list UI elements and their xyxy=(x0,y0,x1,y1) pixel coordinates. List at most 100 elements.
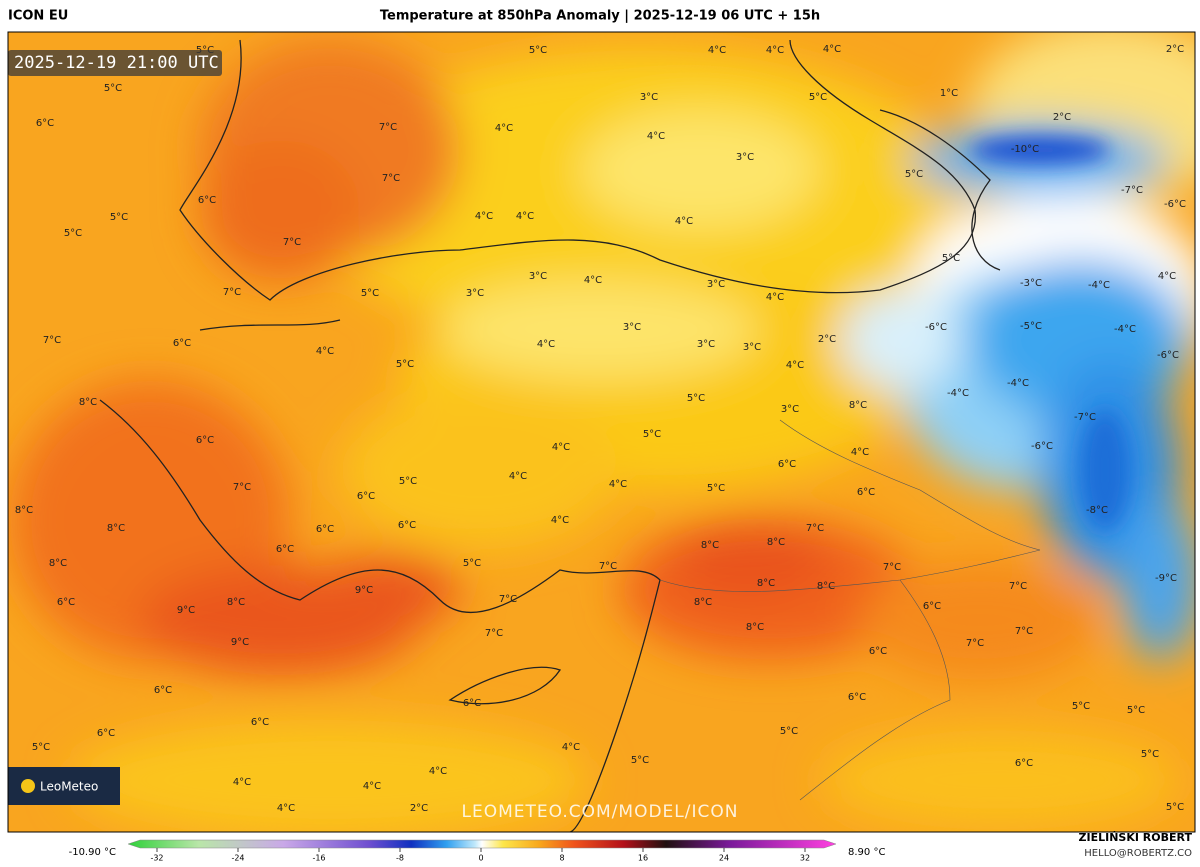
colorbar-tick-label: -32 xyxy=(150,854,163,863)
coastlines xyxy=(99,39,1001,832)
temperature-label: 7°C xyxy=(223,287,241,298)
temperature-label: 9°C xyxy=(355,585,373,596)
temperature-label: 3°C xyxy=(707,279,725,290)
temperature-label: 4°C xyxy=(823,44,841,55)
model-name: ICON EU xyxy=(8,9,68,24)
colorbar-ticks: -32 -24 -16 -8 0 8 16 24 32 xyxy=(150,848,810,863)
temperature-label: -6°C xyxy=(1164,199,1186,210)
colorbar-tick-label: 8 xyxy=(559,854,564,863)
temperature-label: 6°C xyxy=(869,646,887,657)
temperature-label: 5°C xyxy=(399,476,417,487)
colorbar-min: -10.90 °C xyxy=(69,847,116,858)
temperature-label: -4°C xyxy=(1114,324,1136,335)
temperature-label: 3°C xyxy=(529,271,547,282)
watermark: LEOMETEO.COM/MODEL/ICON xyxy=(462,802,739,822)
temperature-label: 4°C xyxy=(277,803,295,814)
temperature-label: 6°C xyxy=(97,728,115,739)
logo: LeoMeteo xyxy=(40,780,98,794)
temperature-label: 4°C xyxy=(551,515,569,526)
temperature-label: 5°C xyxy=(463,558,481,569)
temperature-label: 2°C xyxy=(1166,44,1184,55)
temperature-label: 3°C xyxy=(736,152,754,163)
temperature-label: 8°C xyxy=(49,558,67,569)
temperature-label: 4°C xyxy=(509,471,527,482)
temperature-label: 7°C xyxy=(599,561,617,572)
temperature-label: 8°C xyxy=(817,581,835,592)
temperature-label: 5°C xyxy=(1166,802,1184,813)
temperature-label: 5°C xyxy=(361,288,379,299)
temperature-label: 5°C xyxy=(396,359,414,370)
temperature-label: -7°C xyxy=(1121,185,1143,196)
temperature-label: 8°C xyxy=(79,397,97,408)
temperature-label: 8°C xyxy=(701,540,719,551)
temperature-label: 4°C xyxy=(429,766,447,777)
temperature-label: 7°C xyxy=(1009,581,1027,592)
borders xyxy=(659,419,1041,801)
temperature-label: 4°C xyxy=(1158,271,1176,282)
temperature-label: 8°C xyxy=(694,597,712,608)
map-title: Temperature at 850hPa Anomaly | 2025-12-… xyxy=(380,9,820,24)
temperature-label: 7°C xyxy=(233,482,251,493)
temperature-label: 8°C xyxy=(15,505,33,516)
credit-email: HELLO@ROBERTZ.CO xyxy=(1084,848,1192,859)
temperature-label: 4°C xyxy=(584,275,602,286)
map-frame xyxy=(7,31,1196,833)
temperature-label: 5°C xyxy=(1072,701,1090,712)
temperature-label: -8°C xyxy=(1086,505,1108,516)
temperature-label: 7°C xyxy=(283,237,301,248)
temperature-label: 1°C xyxy=(940,88,958,99)
temperature-label: 3°C xyxy=(623,322,641,333)
temperature-label: 3°C xyxy=(466,288,484,299)
temperature-label: -4°C xyxy=(1088,280,1110,291)
temperature-label: 7°C xyxy=(499,594,517,605)
timestamp-box xyxy=(8,50,222,76)
temperature-label: 6°C xyxy=(251,717,269,728)
temperature-label: -5°C xyxy=(1020,321,1042,332)
temperature-label: 5°C xyxy=(687,393,705,404)
field-detail xyxy=(970,136,1130,530)
temperature-label: 4°C xyxy=(708,45,726,56)
temperature-label: 6°C xyxy=(36,118,54,129)
temperature-label: 6°C xyxy=(463,698,481,709)
colorbar-tick-label: -8 xyxy=(396,854,404,863)
map: 5°C 5°C 6°C 7°C 7°C 6°C 5°C 5°C 7°C 7°C 5°C 7°C 6°C 4… xyxy=(8,32,1195,832)
temperature-label: 5°C xyxy=(104,83,122,94)
temperature-label: 4°C xyxy=(495,123,513,134)
temperature-label: -4°C xyxy=(947,388,969,399)
temperature-label: 5°C xyxy=(1141,749,1159,760)
temperature-label: 5°C xyxy=(707,483,725,494)
temperature-label: 4°C xyxy=(363,781,381,792)
colorbar-tick-label: 32 xyxy=(800,854,810,863)
colorbar-tick-label: 16 xyxy=(638,854,648,863)
temperature-label: 6°C xyxy=(357,491,375,502)
colorbar-tick-label: -24 xyxy=(231,854,244,863)
temperature-label: 5°C xyxy=(905,169,923,180)
temperature-label: 6°C xyxy=(276,544,294,555)
temperature-label: 6°C xyxy=(154,685,172,696)
temperature-label: 8°C xyxy=(107,523,125,534)
temperature-label: 6°C xyxy=(398,520,416,531)
temperature-label: 8°C xyxy=(849,400,867,411)
temperature-label: 6°C xyxy=(173,338,191,349)
temperature-label: -6°C xyxy=(925,322,947,333)
temperature-label: 2°C xyxy=(818,334,836,345)
temperature-label: 4°C xyxy=(233,777,251,788)
temperature-label: 2°C xyxy=(1053,112,1071,123)
temperature-label: -6°C xyxy=(1031,441,1053,452)
temperature-label: 5°C xyxy=(809,92,827,103)
temperature-label: 4°C xyxy=(647,131,665,142)
temperature-label: 5°C xyxy=(64,228,82,239)
temperature-label: -3°C xyxy=(1020,278,1042,289)
timestamp: 2025-12-19 21:00 UTC xyxy=(14,53,219,73)
temperature-label: 4°C xyxy=(851,447,869,458)
temperature-label: 9°C xyxy=(177,605,195,616)
temperature-label: 7°C xyxy=(966,638,984,649)
temperature-label: 4°C xyxy=(675,216,693,227)
temperature-label: 6°C xyxy=(316,524,334,535)
temperature-label: 6°C xyxy=(198,195,216,206)
temperature-label: 6°C xyxy=(57,597,75,608)
temperature-label: 7°C xyxy=(485,628,503,639)
temperature-label: 4°C xyxy=(516,211,534,222)
temperature-label: 5°C xyxy=(643,429,661,440)
temperature-label: 6°C xyxy=(857,487,875,498)
